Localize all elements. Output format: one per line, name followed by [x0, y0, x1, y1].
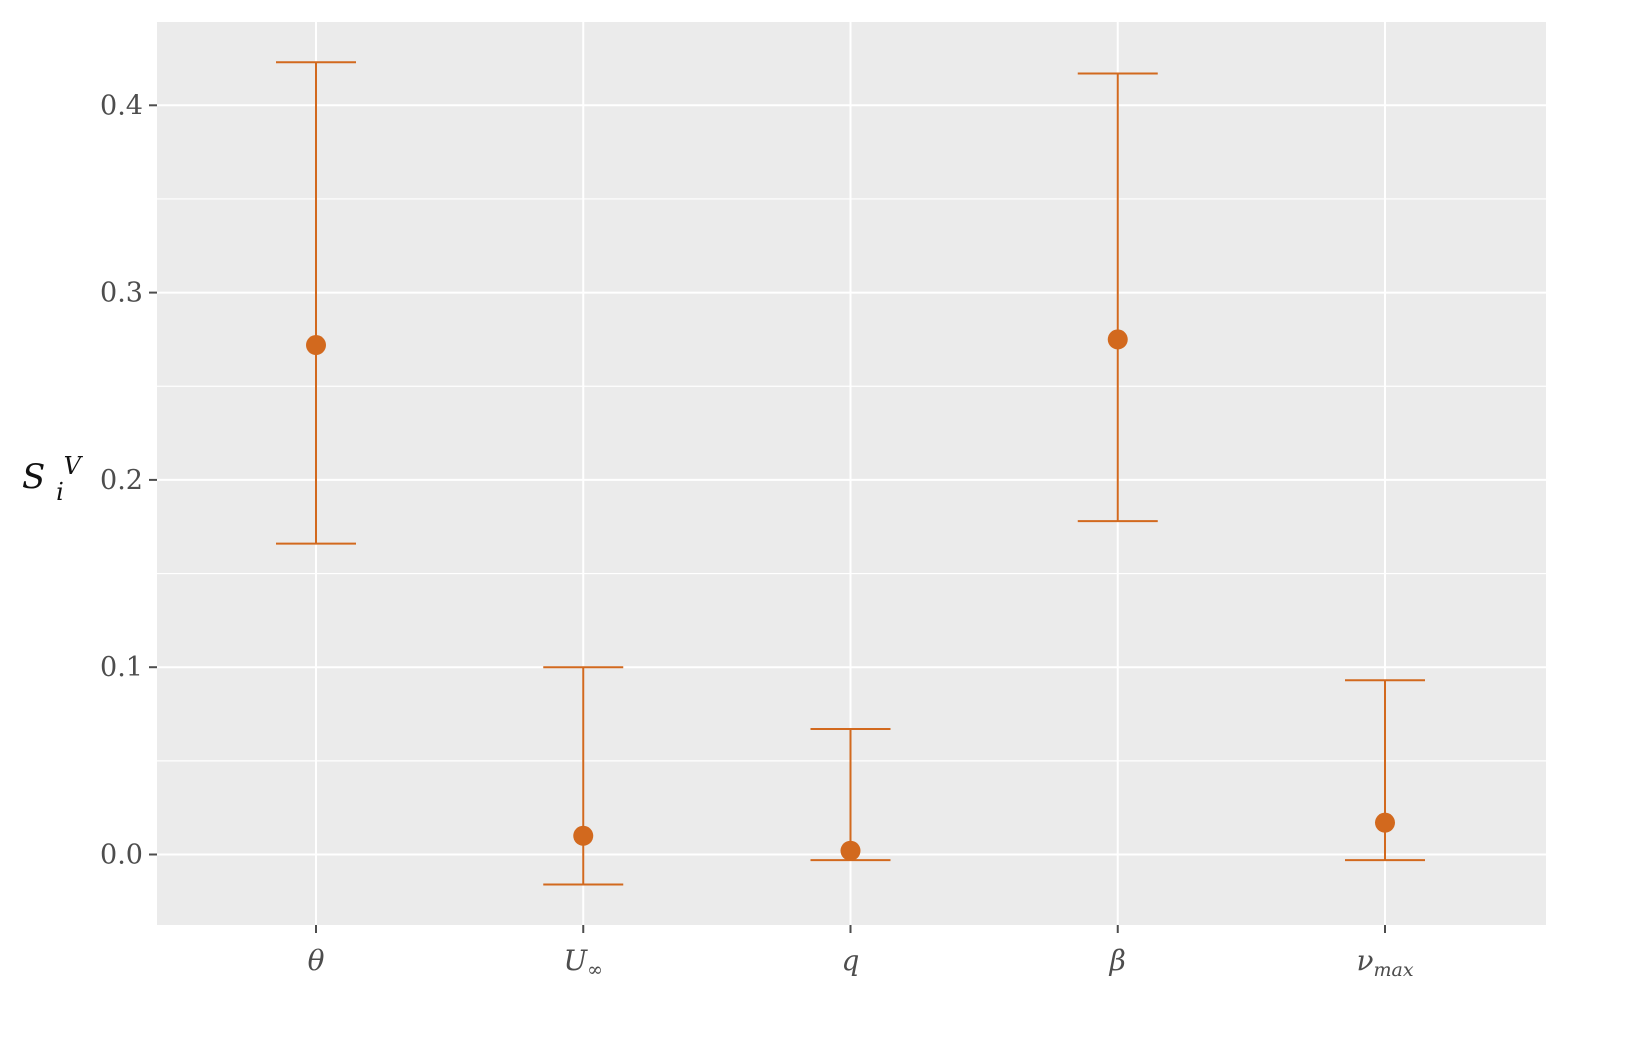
data-point: [840, 840, 861, 861]
x-tick-label: θ: [308, 944, 325, 977]
x-tick-label: β: [1109, 944, 1126, 977]
y-axis: 0.0 0.1 0.2 0.3 0.4: [100, 90, 157, 871]
x-tick-label-base: U: [564, 944, 589, 977]
y-axis-title: S i V: [22, 452, 84, 509]
y-axis-title-sup: V: [64, 452, 84, 480]
data-point: [573, 825, 594, 846]
x-tick-label-sub: max: [1373, 959, 1413, 981]
x-tick-label-sub: ∞: [587, 959, 603, 981]
x-tick-label: q: [842, 944, 860, 977]
y-axis-title-sub: i: [56, 478, 64, 506]
x-tick-label-base: q: [842, 944, 860, 977]
x-axis: θ U∞ q β νmax: [308, 925, 1414, 981]
x-tick-label-base: ν: [1356, 944, 1373, 977]
x-tick-label-base: θ: [308, 944, 325, 977]
x-tick-label: νmax: [1356, 944, 1413, 981]
y-tick-label: 0.1: [100, 652, 143, 683]
error-bars: [276, 61, 1425, 886]
y-axis-title-base: S: [22, 457, 45, 497]
y-tick-label: 0.0: [100, 840, 143, 871]
data-point: [306, 335, 326, 356]
y-tick-label: 0.2: [100, 465, 143, 496]
data-point: [1107, 329, 1128, 350]
x-tick-label-base: β: [1109, 944, 1126, 977]
x-tick-label: U∞: [564, 944, 603, 981]
data-points: [306, 329, 1395, 861]
data-point: [1375, 812, 1395, 833]
y-tick-label: 0.3: [100, 278, 143, 309]
y-tick-label: 0.4: [100, 90, 143, 121]
